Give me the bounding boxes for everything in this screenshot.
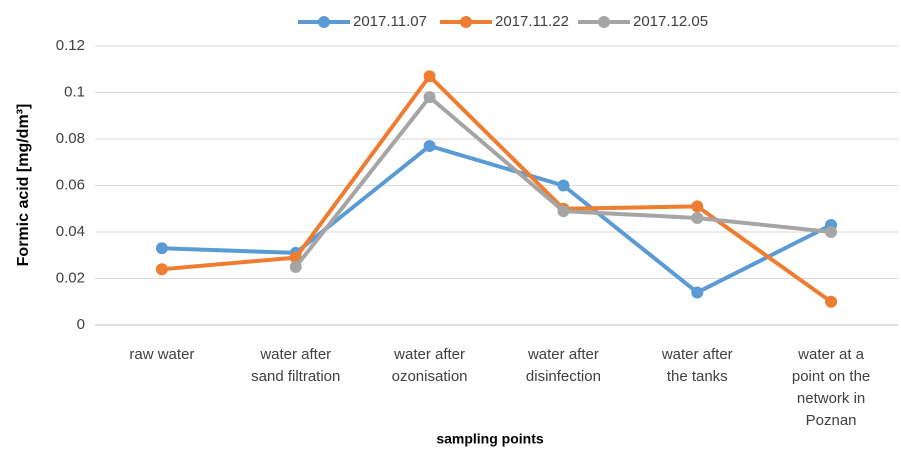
data-point (423, 70, 436, 83)
x-tick-label: water after the tanks (661, 346, 733, 385)
data-point (557, 179, 570, 192)
x-tick-label: water after ozonisation (392, 346, 468, 385)
y-axis-title: Formic acid [mg/dm³] (15, 104, 32, 267)
y-tick-label: 0.02 (56, 269, 85, 286)
data-point (557, 205, 570, 218)
data-point (691, 200, 704, 213)
legend-marker (598, 16, 610, 28)
x-tick-label: water after sand filtration (251, 346, 340, 385)
series-line (161, 143, 832, 295)
y-tick-label: 0.08 (56, 130, 85, 147)
data-point (423, 91, 436, 104)
y-tick-label: 0.06 (56, 176, 85, 193)
data-point (289, 260, 302, 273)
data-point (825, 226, 838, 238)
data-point (691, 286, 704, 299)
y-tick-label: 0.04 (56, 223, 85, 240)
y-tick-label: 0.12 (56, 37, 85, 54)
legend-label: 2017.11.07 (353, 13, 427, 30)
legend-marker (318, 16, 330, 28)
legend-label: 2017.12.05 (633, 13, 708, 30)
x-tick-label: raw water (129, 346, 194, 363)
x-tick-label: water after disinfection (526, 346, 601, 385)
series-line (161, 74, 833, 304)
data-point (423, 139, 436, 152)
y-tick-label: 0 (77, 316, 85, 333)
data-point (825, 295, 838, 308)
data-point (691, 212, 704, 225)
data-point (155, 263, 168, 276)
data-point (155, 242, 168, 255)
x-axis-title: sampling points (436, 431, 544, 447)
legend-label: 2017.11.22 (495, 13, 569, 30)
y-tick-label: 0.1 (64, 83, 85, 100)
x-tick-label: water at a point on the network in Poznan (792, 346, 870, 429)
legend-marker (460, 16, 472, 28)
